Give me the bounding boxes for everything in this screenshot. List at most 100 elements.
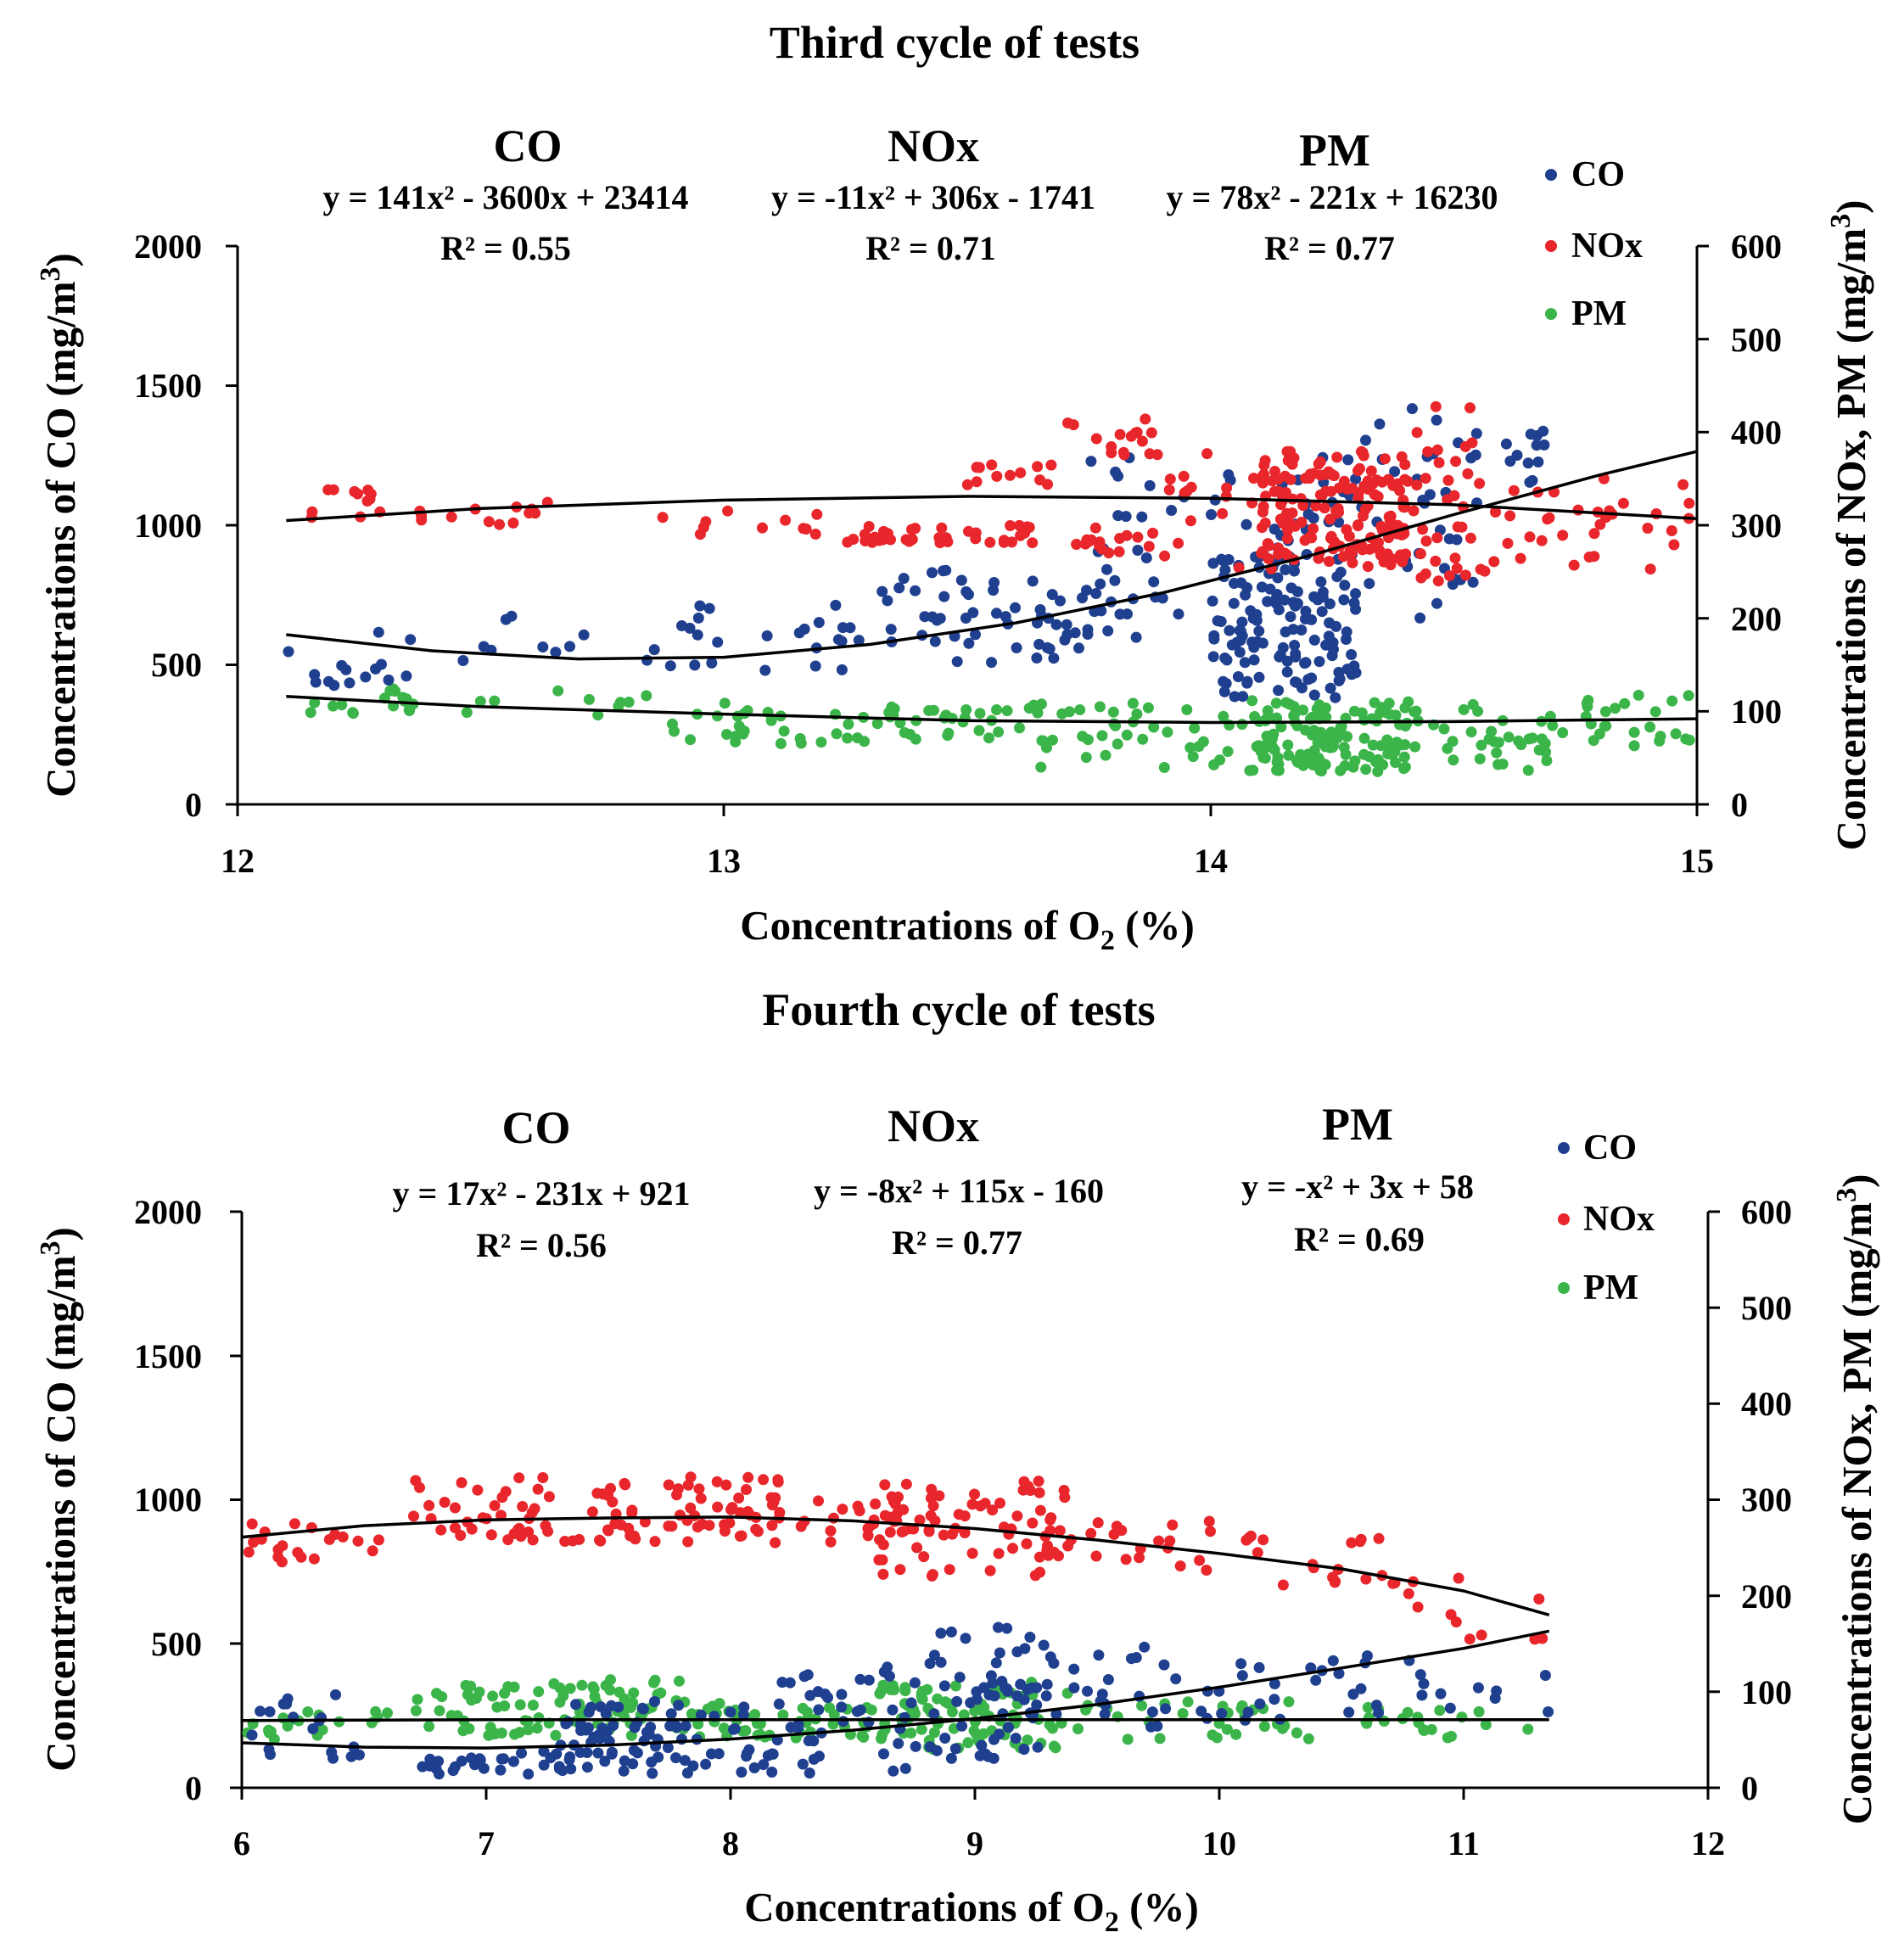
data-point-co [899,1762,911,1774]
data-point-nox [1006,536,1017,548]
data-point-pm [1358,732,1370,744]
data-point-co [863,1674,875,1686]
data-point-nox [772,1474,784,1486]
data-point-co [1302,674,1314,686]
data-point-co [1537,425,1549,437]
data-point-co [1236,1670,1248,1682]
y-left-tick-label: 0 [185,786,202,824]
data-point-co [1120,511,1132,523]
data-point-co [1524,476,1536,488]
data-point-co [1024,1632,1036,1643]
data-point-nox [946,1528,958,1540]
legend-label-nox: NOx [1583,1200,1655,1239]
data-point-co [1315,576,1327,588]
data-point-pm [489,695,501,707]
data-point-pm [1094,701,1106,713]
data-point-nox [1533,1593,1545,1605]
data-point-co [951,656,963,668]
data-point-co [1374,418,1386,430]
data-point-pm [1335,722,1347,734]
data-point-nox [1449,552,1461,564]
data-point-nox [248,1537,260,1549]
data-point-pm [1522,1723,1534,1735]
data-point-nox [1017,1484,1029,1496]
data-point-nox [246,1518,258,1530]
data-point-co [882,1661,893,1673]
legend-marker-pm [1558,1282,1570,1294]
y-left-tick-label: 1500 [134,1337,202,1375]
data-point-nox [455,1530,467,1541]
data-point-co [1173,608,1184,620]
data-point-nox [1121,529,1133,541]
data-point-co [703,602,715,614]
data-point-nox [1462,468,1474,479]
data-point-co [383,674,395,686]
data-point-co [853,635,865,647]
data-point-nox [408,1510,419,1522]
y-ticks-left: 0 500 1000 1500 2000 [134,1193,242,1807]
data-point-nox [969,1488,980,1500]
data-point-nox [1090,1550,1102,1562]
data-point-nox [1358,450,1369,462]
data-point-co [743,1744,755,1756]
data-point-co [910,585,921,596]
data-point-nox [1392,478,1403,490]
data-point-nox [1384,514,1396,525]
data-point-co [618,1765,630,1777]
data-point-co [523,1768,535,1780]
y-left-tick-label: 500 [151,1625,202,1663]
data-point-nox [615,1519,627,1531]
data-point-co [538,1745,550,1757]
data-point-nox [1430,400,1442,412]
data-point-pm [465,1680,477,1692]
data-point-nox [1415,572,1427,584]
data-point-pm [1112,738,1123,750]
y-right-tick-label: 500 [1741,1289,1792,1327]
data-point-co [991,608,1002,619]
data-point-pm [1492,736,1504,748]
data-point-co [1330,620,1342,632]
data-point-nox [970,527,982,539]
x-tick-label: 9 [966,1824,983,1862]
series-heading-nox: NOx [888,1101,979,1151]
data-point-nox [811,508,823,520]
data-point-nox [1331,451,1343,463]
data-point-co [1220,678,1232,689]
data-point-co [951,1695,963,1707]
data-point-co [1467,576,1479,588]
data-point-pm [974,708,986,720]
data-point-co [1331,571,1343,583]
data-point-pm [940,709,952,721]
data-point-pm [874,1688,886,1700]
legend-label-pm: PM [1571,294,1627,333]
data-point-co [370,663,382,675]
data-point-pm [1349,755,1361,767]
data-point-nox [1062,1540,1074,1552]
data-point-nox [986,459,998,471]
data-point-co [592,1747,604,1759]
data-point-nox [1557,529,1569,541]
data-point-co [1085,456,1097,468]
data-point-nox [1490,507,1501,518]
data-point-nox [942,536,954,547]
data-point-co [1018,1694,1030,1705]
data-point-nox [352,488,363,500]
data-point-pm [1515,739,1527,751]
data-point-nox [798,523,809,535]
data-point-co [1472,1682,1484,1694]
data-point-nox [1668,539,1680,551]
data-point-pm [1557,727,1569,738]
data-point-co [762,1750,774,1761]
legend-label-nox: NOx [1571,227,1643,266]
data-point-co [1019,1643,1031,1655]
data-point-co [264,1705,276,1717]
data-point-pm [1683,690,1694,702]
data-point-nox [272,1543,284,1555]
data-point-co [372,626,384,638]
data-point-nox [1453,1572,1464,1584]
data-point-co [1041,1678,1053,1690]
data-point-co [1156,592,1168,604]
data-point-pm [843,719,854,730]
data-point-pm [958,1709,970,1721]
data-point-co [1341,626,1352,638]
